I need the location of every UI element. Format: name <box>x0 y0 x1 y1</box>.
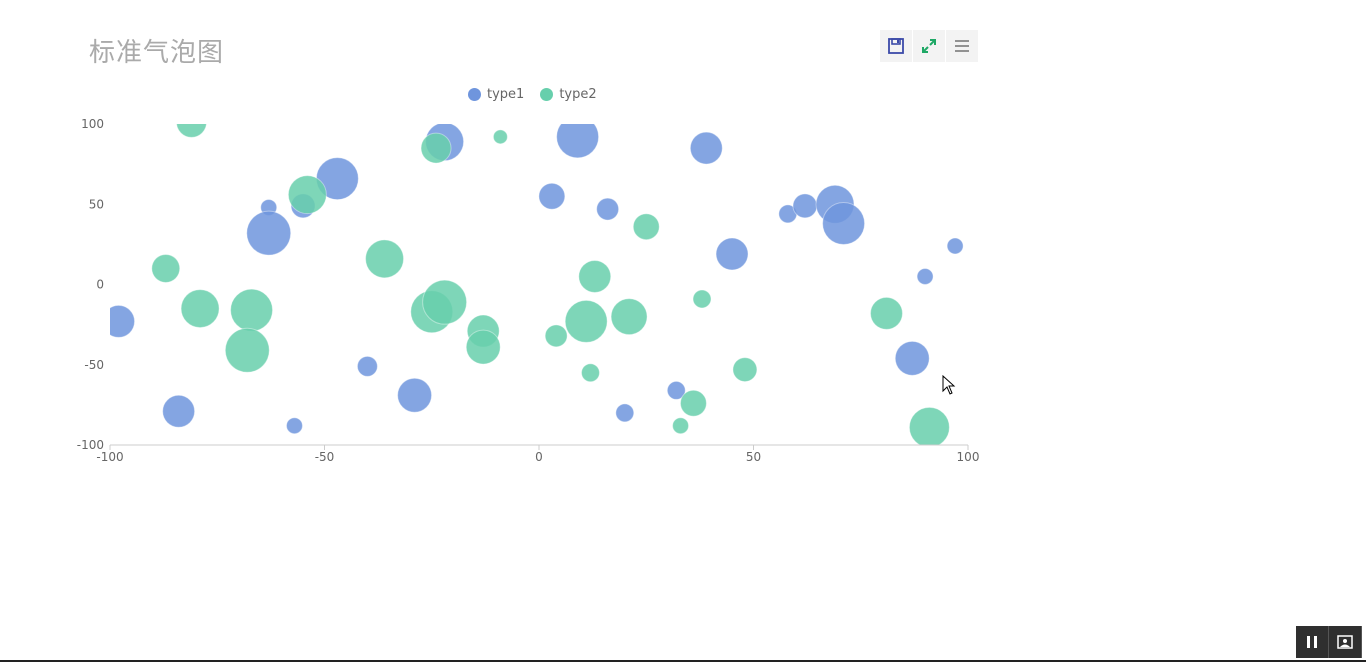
picture-icon <box>1337 635 1353 649</box>
bubble-type1-20[interactable] <box>822 202 866 246</box>
bubble-type2-2[interactable] <box>180 289 220 329</box>
x-tick-label: 0 <box>535 450 543 464</box>
bubble-type2-7[interactable] <box>420 132 452 164</box>
bubble-type2-22[interactable] <box>732 357 758 383</box>
bubble-type1-13[interactable] <box>615 403 635 423</box>
bubble-type1-8[interactable] <box>397 377 433 413</box>
pause-button[interactable] <box>1296 626 1329 658</box>
bubble-type1-0[interactable] <box>103 304 136 338</box>
chart-title: 标准气泡图 <box>89 38 225 68</box>
bubble-type2-0[interactable] <box>176 107 207 138</box>
bubble-type2-16[interactable] <box>580 363 600 383</box>
bubble-type2-12[interactable] <box>492 129 508 145</box>
legend-item-type1[interactable]: type1 <box>468 87 524 102</box>
bubble-type2-15[interactable] <box>578 259 612 293</box>
mouse-cursor-icon <box>942 375 956 395</box>
bubble-type1-18[interactable] <box>792 193 818 219</box>
menu-icon <box>955 40 969 52</box>
bubble-type2-11[interactable] <box>465 329 501 365</box>
bubble-type2-5[interactable] <box>287 175 327 215</box>
bubble-type1-11[interactable] <box>556 116 600 159</box>
bubble-type1-22[interactable] <box>916 267 934 285</box>
save-image-button[interactable] <box>880 30 912 62</box>
y-tick-label: -50 <box>84 358 104 372</box>
bubble-type2-3[interactable] <box>230 288 274 332</box>
bubble-type1-7[interactable] <box>356 355 378 377</box>
bubble-type1-23[interactable] <box>946 237 964 255</box>
bubble-type2-1[interactable] <box>151 253 181 283</box>
bubble-type2-13[interactable] <box>544 324 568 348</box>
bottom-border <box>0 660 1366 662</box>
bubble-type1-16[interactable] <box>715 237 749 271</box>
bubble-type2-4[interactable] <box>224 327 270 373</box>
chart-legend: type1 type2 <box>468 87 613 102</box>
bubbles-layer <box>103 107 964 447</box>
legend-label-type1: type1 <box>487 87 525 102</box>
bubble-type2-6[interactable] <box>365 239 405 279</box>
legend-item-type2[interactable]: type2 <box>540 87 597 102</box>
x-tick-label: -50 <box>315 450 335 464</box>
bubble-type2-9[interactable] <box>422 279 468 325</box>
x-tick-label: 50 <box>746 450 761 464</box>
menu-button[interactable] <box>946 30 978 62</box>
bubble-type1-1[interactable] <box>162 394 196 428</box>
bubble-type1-10[interactable] <box>538 182 566 210</box>
chart-toolbox <box>880 30 979 62</box>
x-tick-label: -100 <box>96 450 123 464</box>
bubble-type2-23[interactable] <box>869 296 903 330</box>
bubble-type1-14[interactable] <box>666 380 686 400</box>
y-tick-label: -100 <box>77 438 104 452</box>
player-controls <box>1296 626 1362 658</box>
legend-swatch-type1 <box>468 88 481 101</box>
y-tick-label: 0 <box>96 278 104 292</box>
y-tick-label: 100 <box>81 117 104 131</box>
legend-swatch-type2 <box>540 88 554 101</box>
bubble-type1-6[interactable] <box>285 417 303 435</box>
axis-ticks: -100 -50 0 50 100 100 50 0 -50 -100 <box>77 117 980 464</box>
bubble-type2-21[interactable] <box>692 289 712 309</box>
legend-label-type2: type2 <box>559 87 597 102</box>
fullscreen-button[interactable] <box>913 30 945 62</box>
y-tick-label: 50 <box>89 197 104 211</box>
bubble-type1-3[interactable] <box>246 210 292 256</box>
bubble-type2-19[interactable] <box>672 417 690 435</box>
bubble-type1-15[interactable] <box>689 131 723 165</box>
bubble-type2-18[interactable] <box>632 213 660 241</box>
pause-icon <box>1307 636 1317 648</box>
picture-button[interactable] <box>1329 626 1362 658</box>
save-image-icon <box>888 38 904 54</box>
bubble-type1-21[interactable] <box>894 340 930 376</box>
bubble-type1-12[interactable] <box>596 197 620 221</box>
bubble-type2-24[interactable] <box>908 406 950 447</box>
bubble-type2-14[interactable] <box>564 299 608 343</box>
bubble-type2-20[interactable] <box>679 389 707 417</box>
fullscreen-expand-icon <box>922 39 936 53</box>
x-tick-label: 100 <box>957 450 980 464</box>
bubble-type2-17[interactable] <box>610 298 648 336</box>
